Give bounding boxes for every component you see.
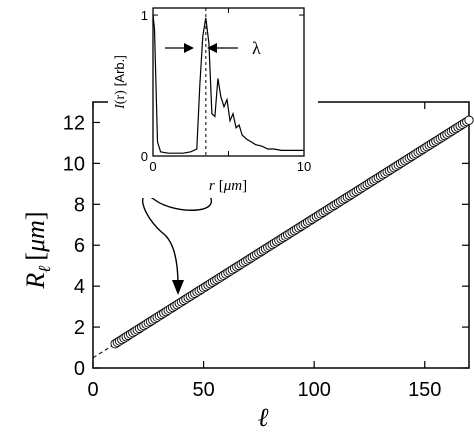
main-x-tick-label: 150: [408, 379, 441, 401]
lambda-right-arrowhead: [207, 43, 217, 53]
main-fit-line: [92, 340, 120, 359]
main-y-tick-label: 8: [74, 194, 85, 216]
inset-y-tick-label: 1: [141, 8, 148, 23]
main-y-tick-label: 0: [74, 358, 85, 380]
inset-curve-series: [152, 14, 304, 154]
lambda-label: λ: [252, 38, 261, 58]
main-y-tick-label: 12: [63, 112, 85, 134]
main-y-tick-label: 6: [74, 235, 85, 257]
inset-background: [108, 2, 318, 198]
main-x-tick-label: 100: [297, 379, 330, 401]
inset-x-tick-label: 0: [149, 159, 156, 174]
main-x-axis-label: ℓ: [258, 403, 269, 432]
arrow-head: [172, 280, 184, 295]
inset-y-tick-label: 0: [141, 149, 148, 164]
inset-chart: 0 10 01 λ r [μm] I(r)[Arb.]: [108, 2, 318, 198]
main-x-tick-label: 0: [87, 379, 98, 401]
data-point: [464, 115, 474, 125]
inset-to-main-arrow: [141, 189, 213, 295]
inset-x-tick-label: 10: [297, 159, 311, 174]
inset-x-axis: 0 10: [149, 8, 311, 174]
main-y-tick-label: 2: [74, 317, 85, 339]
main-y-axis-label: Rℓ[μm]: [21, 211, 54, 289]
inset-x-axis-label: r [μm]: [209, 178, 247, 194]
lambda-left-arrowhead: [184, 43, 194, 53]
main-x-tick-label: 50: [192, 379, 214, 401]
inset-y-axis-label: I(r)[Arb.]: [112, 55, 128, 110]
main-data-series: [110, 115, 474, 349]
main-y-tick-label: 10: [63, 153, 85, 175]
main-y-axis: 0 2 4 6 8 10 12: [63, 112, 469, 380]
lambda-annotation: λ: [165, 38, 261, 58]
inset-y-axis: 01: [141, 8, 304, 164]
main-y-tick-label: 4: [74, 276, 85, 298]
main-x-axis: 0 50 100 150: [87, 102, 441, 401]
main-fit-line-segment: [92, 340, 120, 359]
